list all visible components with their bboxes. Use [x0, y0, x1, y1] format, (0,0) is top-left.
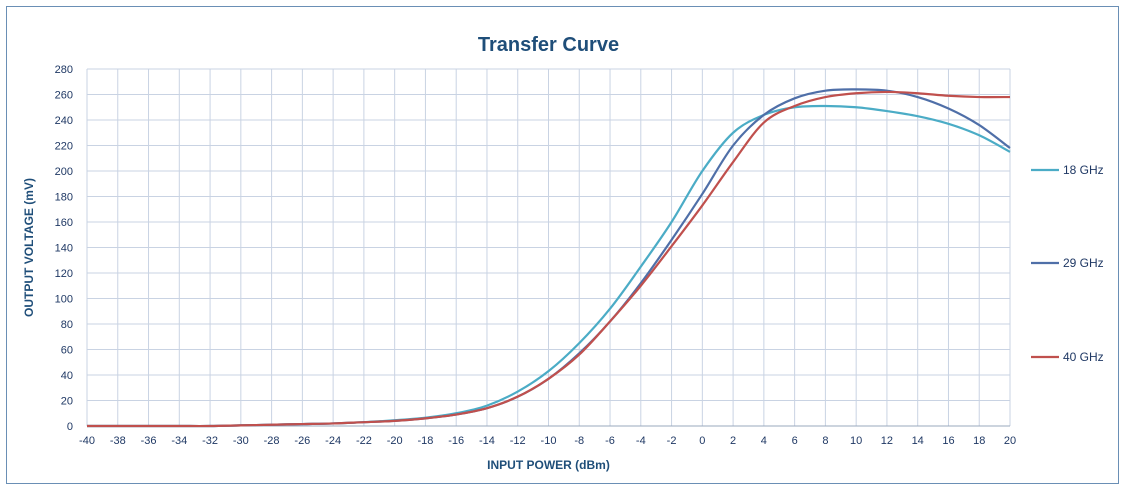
- x-tick-label: -24: [325, 435, 341, 447]
- x-tick-label: -4: [636, 435, 646, 447]
- y-tick-label: 220: [55, 141, 73, 153]
- y-tick-label: 180: [55, 192, 73, 204]
- x-tick-label: 16: [942, 435, 954, 447]
- y-tick-label: 240: [55, 115, 73, 127]
- x-tick-label: -34: [171, 435, 187, 447]
- legend: 18 GHz 29 GHz 40 GHz: [1031, 163, 1104, 364]
- y-tick-label: 280: [55, 64, 73, 76]
- x-tick-label: 6: [792, 435, 798, 447]
- x-tick-label: -10: [541, 435, 557, 447]
- x-tick-label: -30: [233, 435, 249, 447]
- x-tick-label: -20: [387, 435, 403, 447]
- x-tick-label: 8: [822, 435, 828, 447]
- x-tick-label: -12: [510, 435, 526, 447]
- transfer-curve-chart: Transfer Curve -40 -38 -36 -34 -32 -30 -28 -26-…: [22, 34, 1104, 472]
- x-tick-label: -18: [417, 435, 433, 447]
- series-line-40-ghz: [87, 90, 1011, 428]
- y-tick-label: 0: [67, 421, 73, 433]
- y-tick-label: 160: [55, 217, 73, 229]
- x-tick-label: 18: [973, 435, 985, 447]
- y-tick-label: 140: [55, 243, 73, 255]
- y-axis-label: OUTPUT VOLTAGE (mV): [22, 178, 36, 317]
- x-tick-label: 0: [699, 435, 705, 447]
- x-tick-label: 2: [730, 435, 736, 447]
- chart-title: Transfer Curve: [478, 34, 619, 56]
- y-tick-label: 40: [61, 370, 73, 382]
- x-axis-label: INPUT POWER (dBm): [487, 458, 610, 472]
- x-tick-label: -22: [356, 435, 372, 447]
- x-tick-label: -2: [667, 435, 677, 447]
- x-tick-label: -26: [294, 435, 310, 447]
- y-tick-label: 60: [61, 345, 73, 357]
- x-tick-label: -14: [479, 435, 495, 447]
- x-tick-label: -36: [141, 435, 157, 447]
- x-tick-label: -40: [79, 435, 95, 447]
- legend-label: 18 GHz: [1063, 163, 1104, 177]
- x-tick-label: -28: [264, 435, 280, 447]
- x-tick-label: -32: [202, 435, 218, 447]
- x-tick-label: -38: [110, 435, 126, 447]
- x-tick-label: 4: [761, 435, 767, 447]
- legend-label: 29 GHz: [1063, 256, 1104, 270]
- y-tick-label: 100: [55, 294, 73, 306]
- x-tick-label: -8: [574, 435, 584, 447]
- x-tick-label: -16: [448, 435, 464, 447]
- x-tick-label: 20: [1004, 435, 1016, 447]
- series-lines: [87, 88, 1011, 428]
- x-tick-label: 10: [850, 435, 862, 447]
- y-tick-label: 80: [61, 319, 73, 331]
- tick-labels: -40 -38 -36 -34 -32 -30 -28 -26 -24 -22 -20 -18 -16-…: [55, 64, 1016, 447]
- x-tick-label: 12: [881, 435, 893, 447]
- chart-frame: Transfer Curve -40 -38 -36 -34 -32 -30 -28 -26-…: [6, 6, 1119, 484]
- grid: [86, 68, 1011, 427]
- y-tick-label: 120: [55, 268, 73, 280]
- legend-label: 40 GHz: [1063, 350, 1104, 364]
- x-tick-label: -6: [605, 435, 615, 447]
- x-tick-label: 14: [912, 435, 924, 447]
- y-tick-label: 260: [55, 90, 73, 102]
- y-tick-label: 200: [55, 166, 73, 178]
- y-tick-label: 20: [61, 396, 73, 408]
